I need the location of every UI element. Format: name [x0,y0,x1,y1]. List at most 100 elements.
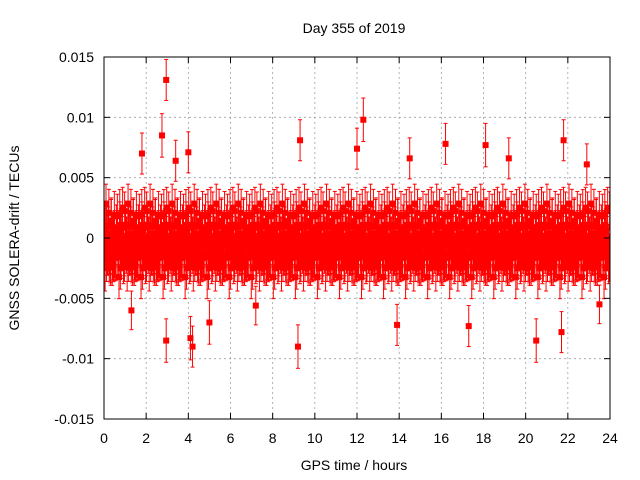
data-point [194,209,201,216]
data-point [240,219,247,226]
data-point [349,251,356,258]
data-point [204,274,211,281]
data-point [141,204,148,211]
data-point [454,264,461,271]
data-point [326,251,333,258]
data-point [127,209,134,216]
data-point [234,236,241,243]
data-point [256,236,263,243]
data-point [412,256,419,263]
data-point [538,204,545,211]
data-point [175,231,182,238]
data-point [492,228,499,235]
data-point [455,200,462,207]
data-point [351,242,358,249]
data-point [394,219,401,226]
data-point [205,222,212,229]
data-point [279,256,286,263]
data-point [260,251,267,258]
data-point [285,231,292,238]
data-point [263,263,270,270]
data-point [543,200,550,207]
data-point [335,240,342,247]
data-point [340,204,347,211]
data-point [119,204,126,211]
data-point [506,263,513,270]
data-point [292,274,299,281]
data-point [461,219,468,226]
data-point [490,240,497,247]
data-point [525,251,532,258]
data-point [147,200,154,207]
data-point [446,240,453,247]
data-point [219,231,226,238]
data-point [484,263,491,270]
data-point [544,256,551,263]
data-point [109,231,116,238]
data-point [528,231,535,238]
data-point [115,240,122,247]
data-point [278,264,285,271]
data-point [499,200,506,207]
data-point [512,240,519,247]
data-point [483,242,490,249]
data-point [503,251,510,258]
data-point [260,209,267,216]
data-point [341,258,348,265]
data-point [247,240,254,247]
data-point [291,240,298,247]
data-point [496,208,503,215]
data-point [415,251,422,258]
data-point [454,236,461,243]
data-point [534,274,541,281]
data-point [424,274,431,281]
data-point [209,208,216,215]
data-point [550,263,557,270]
data-point [498,264,505,271]
data-point [337,222,344,229]
data-point [152,219,159,226]
data-point [161,228,168,235]
data-point [432,236,439,243]
data-point [275,208,282,215]
data-point [542,236,549,243]
data-point [496,258,503,265]
data-point [505,242,512,249]
data-point [370,209,377,216]
data-point [249,222,256,229]
data-point [189,236,196,243]
data-point [303,223,310,230]
data-point [527,219,534,226]
data-point [549,219,556,226]
data-point [139,228,146,235]
data-point [362,204,369,211]
data-point [146,264,153,271]
data-point [417,242,424,249]
data-point [269,240,276,247]
data-point [439,242,446,249]
data-point [345,200,352,207]
data-point [435,223,442,230]
data-point [318,204,325,211]
data-point [381,222,388,229]
data-point [256,264,263,271]
data-point [227,222,234,229]
data-point [295,204,302,211]
data-point [123,236,130,243]
data-point [521,264,528,271]
data-point [196,219,203,226]
data-point [546,223,553,230]
data-point [380,240,387,247]
data-point [278,236,285,243]
data-point [167,236,174,243]
data-point [193,223,200,230]
data-point [197,242,204,249]
data-point [329,263,336,270]
data-point [197,231,204,238]
data-point [413,223,420,230]
data-point [285,242,292,249]
data-point [446,274,453,281]
data-point [304,251,311,258]
data-point [105,209,112,216]
data-point [540,208,547,215]
